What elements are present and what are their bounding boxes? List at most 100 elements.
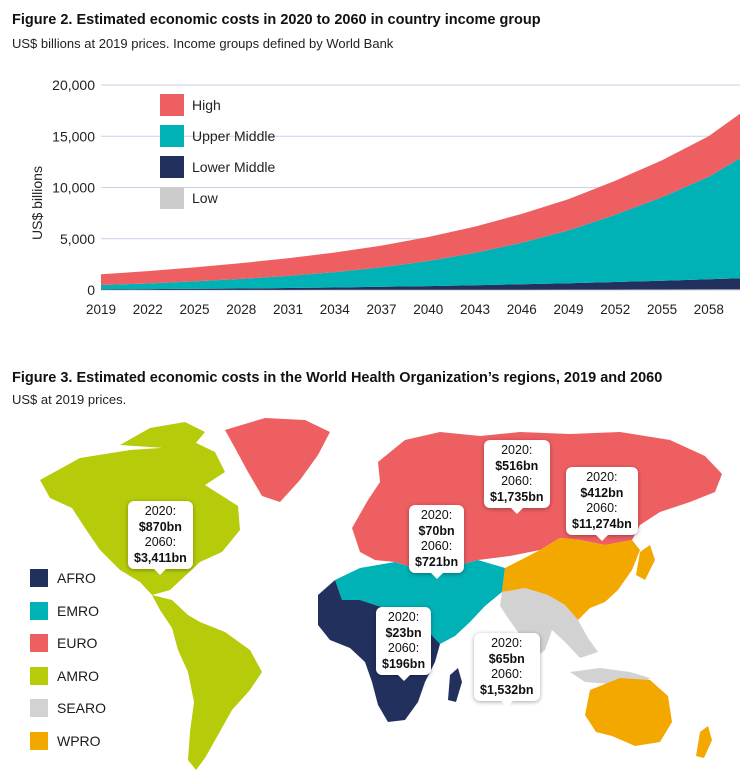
- legend-label: High: [192, 97, 221, 113]
- callout-value-2020: $65bn: [488, 651, 525, 666]
- x-tick-label: 2052: [600, 302, 630, 317]
- y-tick-label: 20,000: [52, 77, 95, 93]
- x-tick-label: 2031: [273, 302, 303, 317]
- map-legend-item-emro: EMRO: [30, 595, 106, 628]
- map-region-amro-arctic: [120, 422, 205, 448]
- x-tick-label: 2019: [86, 302, 116, 317]
- legend-swatch: [160, 94, 184, 116]
- y-tick-label: 10,000: [52, 180, 95, 196]
- callout-value-2060: $3,411bn: [134, 550, 187, 565]
- map-region-wpro-nz: [696, 726, 712, 758]
- legend-label: Upper Middle: [192, 128, 275, 144]
- area-series-high: [101, 113, 740, 285]
- callout-value-2060: $196bn: [382, 656, 426, 671]
- x-tick-label: 2037: [367, 302, 397, 317]
- legend-label: AMRO: [57, 667, 99, 684]
- y-tick-label: 5,000: [60, 231, 95, 247]
- callout-wpro: 2020: $412bn 2060: $11,274bn: [566, 467, 638, 541]
- legend-swatch: [30, 601, 48, 620]
- callout-value-2020: $412bn: [580, 485, 624, 500]
- figure2-title: Figure 2. Estimated economic costs in 20…: [12, 12, 541, 28]
- map-legend-item-searo: SEARO: [30, 692, 106, 725]
- figure2-subtitle: US$ billions at 2019 prices. Income grou…: [12, 36, 394, 51]
- callout-year-label: 2020:: [144, 504, 177, 518]
- figure3-subtitle: US$ at 2019 prices.: [12, 392, 127, 407]
- map-region-wpro-japan: [636, 545, 655, 580]
- world-map: [40, 418, 722, 770]
- callout-year-label: 2020:: [491, 636, 523, 650]
- legend-swatch: [160, 187, 184, 209]
- callout-year-label: 2060:: [420, 539, 453, 553]
- map-region-wpro: [502, 538, 640, 620]
- legend-swatch: [160, 125, 184, 147]
- map-region-euro-greenland: [225, 418, 330, 502]
- x-tick-label: 2058: [694, 302, 724, 317]
- callout-value-2020: $70bn: [418, 523, 455, 538]
- legend-label: Lower Middle: [192, 159, 275, 175]
- area-series-lower-middle: [101, 278, 740, 290]
- callout-euro: 2020: $516bn 2060: $1,735bn: [484, 440, 550, 514]
- figure3-title: Figure 3. Estimated economic costs in th…: [12, 370, 663, 386]
- legend-swatch: [30, 569, 48, 588]
- legend-label: Low: [192, 190, 219, 206]
- x-tick-label: 2028: [226, 302, 256, 317]
- legend-label: EMRO: [57, 602, 99, 619]
- legend-label: WPRO: [57, 732, 101, 749]
- x-tick-label: 2049: [554, 302, 584, 317]
- callout-value-2020: $516bn: [495, 458, 539, 473]
- legend-label: EURO: [57, 635, 98, 652]
- callout-year-label: 2060:: [387, 641, 420, 655]
- x-tick-label: 2043: [460, 302, 490, 317]
- callout-searo: 2020: $65bn 2060: $1,532bn: [474, 633, 540, 707]
- callout-afro: 2020: $23bn 2060: $196bn: [376, 607, 432, 681]
- legend-swatch: [30, 731, 48, 750]
- legend-swatch: [30, 634, 48, 653]
- chart-legend: High Upper Middle Lower Middle Low: [160, 94, 275, 209]
- legend-label: AFRO: [57, 570, 96, 587]
- callout-year-label: 2060:: [491, 667, 523, 681]
- x-tick-label: 2025: [179, 302, 209, 317]
- y-tick-label: 0: [87, 282, 95, 298]
- area-series-low: [101, 289, 740, 290]
- figure2-area-chart: 0 5,000 10,000 15,000 20,000 2019 2022 2025 202…: [29, 77, 740, 317]
- x-tick-label: 2034: [320, 302, 351, 317]
- map-region-wpro-australia: [585, 678, 672, 746]
- callout-amro: 2020: $870bn 2060: $3,411bn: [128, 501, 193, 575]
- callout-year-label: 2020:: [501, 443, 533, 457]
- map-legend-item-amro: AMRO: [30, 660, 106, 693]
- callout-value-2060: $721bn: [415, 554, 459, 569]
- x-tick-label: 2046: [507, 302, 537, 317]
- y-axis-title: US$ billions: [29, 166, 45, 240]
- callout-year-label: 2020:: [387, 610, 420, 624]
- callout-value-2020: $23bn: [385, 625, 422, 640]
- callout-value-2060: $1,735bn: [490, 489, 544, 504]
- map-legend-item-afro: AFRO: [30, 562, 106, 595]
- callout-value-2060: $1,532bn: [480, 682, 534, 697]
- callout-year-label: 2060:: [144, 535, 177, 549]
- callout-year-label: 2020:: [586, 470, 618, 484]
- map-legend: AFRO EMRO EURO AMRO SEARO WPRO: [30, 562, 106, 757]
- legend-swatch: [30, 699, 48, 718]
- y-axis-tick-labels: 0 5,000 10,000 15,000 20,000: [52, 77, 95, 298]
- map-legend-item-euro: EURO: [30, 627, 106, 660]
- map-region-emro: [335, 560, 505, 644]
- callout-value-2060: $11,274bn: [572, 516, 632, 531]
- legend-swatch: [160, 156, 184, 178]
- legend-swatch: [30, 666, 48, 685]
- chart-areas: [101, 113, 740, 290]
- map-region-afro-madagascar: [448, 668, 462, 702]
- callout-year-label: 2060:: [501, 474, 533, 488]
- callout-year-label: 2020:: [420, 508, 453, 522]
- y-tick-label: 15,000: [52, 128, 95, 144]
- callout-value-2020: $870bn: [138, 519, 182, 534]
- callout-emro: 2020: $70bn 2060: $721bn: [409, 505, 465, 579]
- x-tick-label: 2040: [413, 302, 443, 317]
- callout-year-label: 2060:: [586, 501, 618, 515]
- legend-label: SEARO: [57, 700, 107, 717]
- map-region-amro-south: [152, 595, 262, 770]
- x-axis-tick-labels: 2019 2022 2025 2028 2031 2034 2037 2040 2043 2046…: [86, 302, 724, 317]
- x-tick-label: 2022: [133, 302, 163, 317]
- map-legend-item-wpro: WPRO: [30, 725, 106, 758]
- x-tick-label: 2055: [647, 302, 677, 317]
- area-series-upper-middle: [101, 158, 740, 290]
